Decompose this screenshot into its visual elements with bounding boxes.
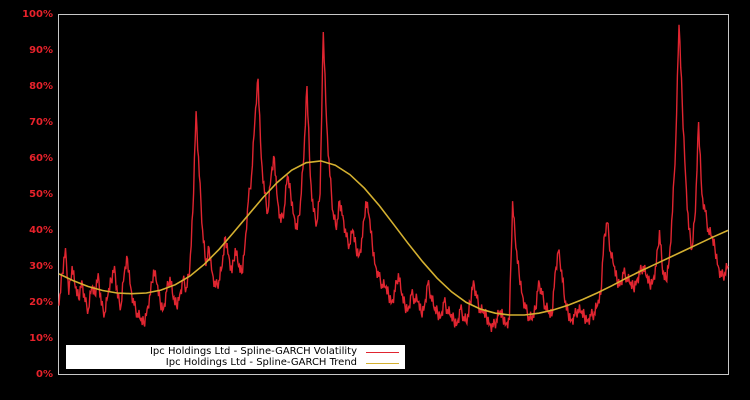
legend-label-trend: Ipc Holdings Ltd - Spline-GARCH Trend [165, 357, 357, 368]
volatility-line [58, 24, 729, 332]
chart-legend: Ipc Holdings Ltd - Spline-GARCH Volatili… [66, 345, 405, 369]
y-tick-70: 70% [29, 117, 53, 128]
y-tick-80: 80% [29, 81, 53, 92]
y-tick-60: 60% [29, 153, 53, 164]
y-tick-40: 40% [29, 225, 53, 236]
legend-swatch-trend [366, 363, 399, 364]
y-tick-50: 50% [29, 189, 53, 200]
legend-swatch-volatility [366, 352, 399, 353]
y-tick-20: 20% [29, 297, 53, 308]
trend-line [58, 160, 729, 316]
y-tick-90: 90% [29, 45, 53, 56]
y-tick-30: 30% [29, 261, 53, 272]
y-tick-100: 100% [22, 9, 53, 20]
y-tick-0: 0% [36, 369, 53, 380]
plot-frame [58, 14, 729, 375]
legend-label-volatility: Ipc Holdings Ltd - Spline-GARCH Volatili… [149, 346, 357, 357]
y-tick-10: 10% [29, 333, 53, 344]
